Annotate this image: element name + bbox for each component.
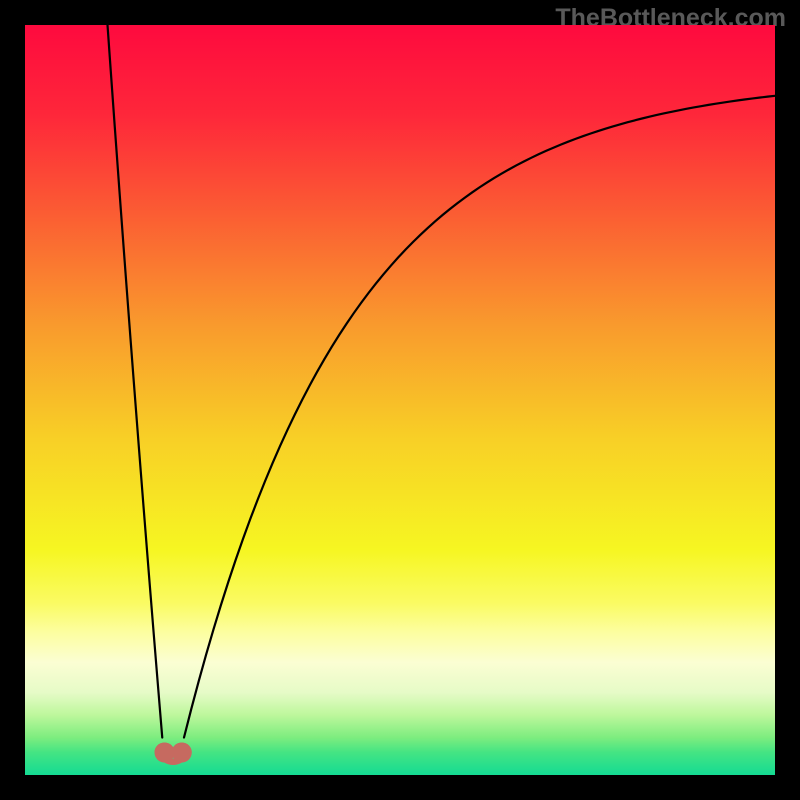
- optimal-marker-lobe: [172, 743, 192, 763]
- gradient-background: [25, 25, 775, 775]
- bottleneck-chart: [0, 0, 800, 800]
- optimal-marker-lobe: [155, 743, 175, 763]
- chart-container: TheBottleneck.com: [0, 0, 800, 800]
